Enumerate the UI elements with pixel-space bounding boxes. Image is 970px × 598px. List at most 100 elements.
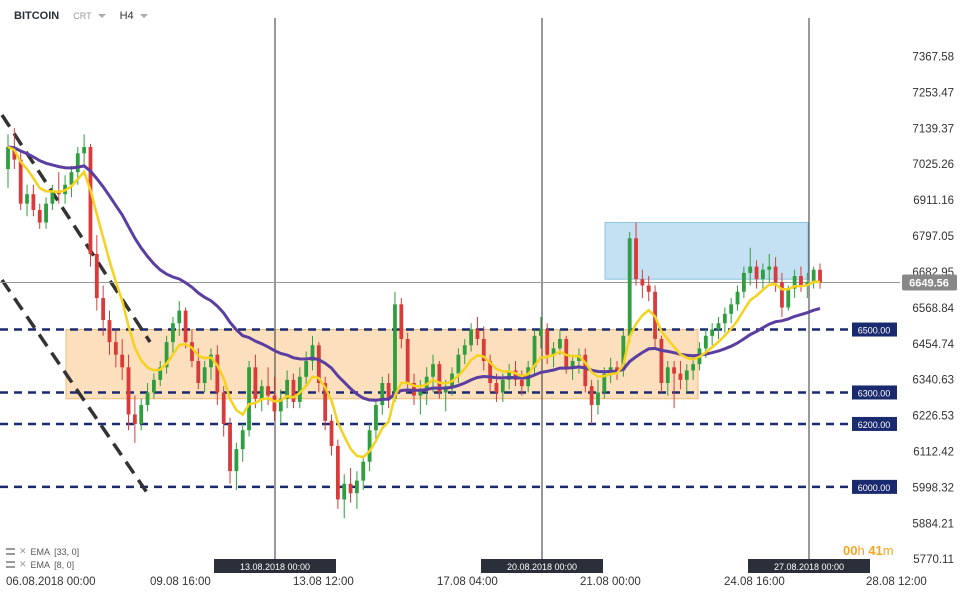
candle-body [31, 194, 36, 210]
candle [519, 370, 524, 396]
candle [684, 364, 689, 393]
candle-body [278, 398, 283, 412]
candle [132, 395, 137, 443]
timer-h-unit: h [857, 543, 865, 558]
price-tick-label: 5998.32 [912, 482, 954, 494]
candle-body [291, 379, 296, 402]
candle [469, 323, 473, 352]
timeframe-label: H4 [119, 10, 134, 22]
candle-body [634, 238, 638, 280]
candle-body [564, 338, 569, 368]
candle-body [678, 373, 683, 380]
timer-minutes: 41 [868, 543, 883, 558]
candle [164, 335, 169, 374]
candle-body [811, 269, 816, 283]
candle-body [456, 354, 461, 374]
chart-type-dropdown[interactable]: CRT [73, 10, 106, 22]
candle-body [139, 405, 144, 424]
candle-body [538, 329, 543, 336]
candle [259, 379, 264, 412]
candle [627, 231, 632, 343]
candle-body [253, 367, 258, 399]
candle-body [234, 449, 239, 472]
indicator-label: EMA [30, 559, 51, 570]
candle-body [101, 298, 106, 321]
candle [596, 379, 600, 415]
candle [278, 389, 283, 424]
candle [748, 247, 753, 286]
candle-body [107, 320, 112, 343]
close-icon[interactable]: ✕ [19, 546, 27, 556]
candle [6, 134, 10, 188]
drag-handle-icon[interactable] [6, 561, 15, 568]
candle [754, 260, 759, 289]
time-tick-label: 09.08 16:00 [150, 576, 211, 588]
candle [177, 301, 182, 336]
indicator-ema-33[interactable]: ✕ EMA [33, 0] [6, 546, 79, 557]
candle-body [247, 367, 251, 431]
candle [773, 257, 778, 292]
candle-body [646, 285, 651, 292]
indicator-params: [33, 0] [54, 546, 80, 557]
candle-body [399, 304, 404, 339]
candle [475, 316, 480, 346]
candle [634, 222, 638, 286]
candle [107, 310, 112, 355]
candle-body [494, 383, 499, 393]
candle [94, 235, 99, 311]
candle-body [475, 329, 480, 339]
candle [247, 361, 251, 437]
candle [741, 266, 746, 299]
drag-handle-icon[interactable] [6, 548, 15, 555]
candle [316, 342, 321, 393]
level-label: 6200.00 [858, 420, 891, 430]
candle-body [367, 430, 372, 462]
candle [183, 307, 188, 349]
candle-body [799, 276, 803, 286]
candle [126, 354, 131, 431]
candle [811, 266, 816, 289]
candle [462, 338, 467, 365]
candle [304, 351, 309, 387]
indicator-label: EMA [30, 546, 51, 557]
candle-body [37, 209, 42, 223]
candle [367, 423, 372, 472]
candle [139, 398, 144, 431]
close-icon[interactable]: ✕ [19, 559, 27, 569]
candle-body [786, 288, 791, 308]
timer-m-unit: m [882, 543, 894, 558]
candle-body [405, 338, 410, 384]
candle-body [177, 310, 182, 324]
chart-type-label: CRT [73, 11, 92, 21]
time-tick-label: 13.08 12:00 [293, 576, 354, 588]
candle [25, 184, 29, 217]
candle-body [437, 364, 442, 393]
candle-body [431, 364, 435, 377]
candle [285, 370, 290, 409]
candle-body [488, 361, 493, 384]
time-tick-label: 17.08 04:00 [437, 576, 498, 588]
candle [215, 345, 220, 406]
candle-body [171, 323, 175, 343]
candle [818, 263, 822, 289]
indicator-ema-8[interactable]: ✕ EMA [8, 0] [6, 559, 74, 570]
candle-body [462, 345, 467, 355]
candle-body [380, 383, 385, 406]
candle-body [221, 392, 226, 424]
candle-body [202, 367, 207, 384]
candle [710, 323, 715, 346]
level-label: 6000.00 [858, 483, 891, 493]
candle-body [215, 354, 220, 393]
candle-body [304, 361, 309, 377]
candle [393, 291, 397, 402]
candle-body [589, 386, 594, 406]
candle-body [615, 367, 619, 371]
candle [481, 326, 486, 371]
candle-body [240, 430, 245, 450]
candle-body [158, 367, 163, 380]
time-tick-label: 06.08.2018 00:00 [6, 576, 96, 588]
candle-body [94, 254, 99, 299]
candle [780, 272, 784, 317]
timeframe-dropdown[interactable]: H4 [120, 10, 148, 22]
